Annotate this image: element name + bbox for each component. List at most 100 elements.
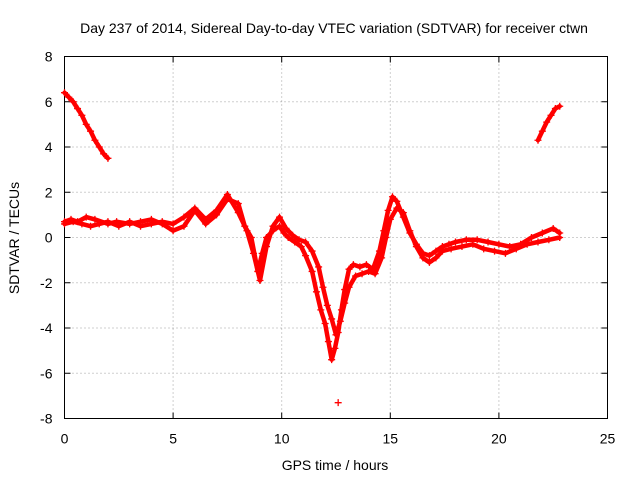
data-point [438, 247, 446, 255]
data-point [447, 245, 455, 253]
data-point [74, 105, 82, 113]
data-point [308, 247, 316, 255]
data-point [169, 220, 177, 228]
data-point [491, 247, 499, 255]
data-point [243, 227, 251, 235]
series-SDTVAR-early-high [61, 89, 112, 162]
y-tick-label: -6 [40, 365, 53, 381]
data-point [302, 238, 310, 246]
data-point [501, 249, 509, 257]
data-point [82, 120, 90, 128]
data-point [180, 222, 188, 230]
data-point [458, 243, 466, 251]
data-point [534, 136, 542, 144]
data-point [356, 263, 364, 271]
data-point [280, 229, 288, 237]
data-point [61, 220, 68, 228]
x-tick-label: 5 [169, 431, 177, 447]
y-tick-label: -4 [40, 320, 53, 336]
data-point [104, 154, 112, 162]
data-point [82, 213, 90, 221]
data-point [484, 238, 492, 246]
data-point [302, 252, 310, 260]
data-point [523, 240, 531, 248]
y-tick-label: -8 [40, 411, 53, 427]
data-point [388, 193, 396, 201]
data-point [312, 288, 320, 296]
y-tick-label: 2 [45, 184, 53, 200]
data-point [406, 227, 414, 235]
data-point [315, 263, 323, 271]
data-point [328, 356, 336, 364]
data-point [495, 240, 503, 248]
data-point [317, 306, 325, 314]
x-tick-label: 15 [383, 431, 399, 447]
data-point [191, 204, 199, 212]
data-point [223, 191, 231, 199]
y-tick-label: -2 [40, 275, 53, 291]
data-point [469, 240, 477, 248]
y-tick-label: 4 [45, 139, 53, 155]
data-point [419, 254, 427, 262]
data-point [65, 93, 73, 101]
x-tick-label: 25 [600, 431, 616, 447]
data-point [412, 243, 420, 251]
data-point [473, 236, 481, 244]
data-point [365, 267, 373, 275]
data-point [256, 276, 264, 284]
series-trace [62, 192, 562, 338]
data-point [556, 234, 564, 241]
data-point [386, 215, 394, 223]
y-axis-label: SDTVAR / TECUs [6, 182, 22, 294]
data-point [126, 218, 134, 226]
data-point [331, 344, 339, 352]
data-point [100, 150, 108, 158]
y-tick-label: 6 [45, 94, 53, 110]
data-point [78, 220, 86, 228]
data-point [328, 315, 336, 323]
data-point [87, 222, 95, 230]
data-point [362, 261, 370, 269]
data-point [69, 98, 77, 106]
data-point [384, 206, 392, 214]
data-point [213, 206, 221, 214]
data-point [534, 238, 542, 246]
data-point [276, 213, 284, 221]
data-point [393, 204, 401, 212]
data-point [323, 301, 331, 309]
data-point [425, 252, 433, 260]
data-point [269, 222, 277, 230]
data-point [104, 218, 112, 226]
data-point [158, 218, 166, 226]
x-tick-label: 0 [61, 431, 69, 447]
x-tick-label: 10 [274, 431, 290, 447]
data-point [95, 220, 103, 228]
ticks [64, 56, 608, 419]
data-point [399, 209, 407, 217]
data-point [137, 222, 145, 230]
data-point [262, 243, 270, 251]
series-SDTVAR-b [61, 191, 564, 339]
series-SDTVAR-a [61, 193, 564, 364]
data-point [61, 89, 68, 97]
data-point [451, 238, 459, 246]
y-tick-label: 0 [45, 230, 53, 246]
data-point [234, 209, 242, 217]
data-point [282, 224, 290, 232]
data-point [276, 222, 284, 230]
series-trace [535, 104, 562, 143]
data-point [289, 231, 297, 239]
data-point [91, 136, 99, 144]
data-point [527, 234, 535, 241]
data-point [284, 234, 292, 241]
data-point [543, 118, 551, 126]
y-tick-label: 8 [45, 49, 53, 65]
data-point [371, 270, 379, 278]
data-point [432, 247, 440, 255]
series-SDTVAR-isolated [334, 399, 342, 407]
data-point [480, 245, 488, 253]
data-point [506, 243, 514, 251]
data-point [115, 222, 123, 230]
